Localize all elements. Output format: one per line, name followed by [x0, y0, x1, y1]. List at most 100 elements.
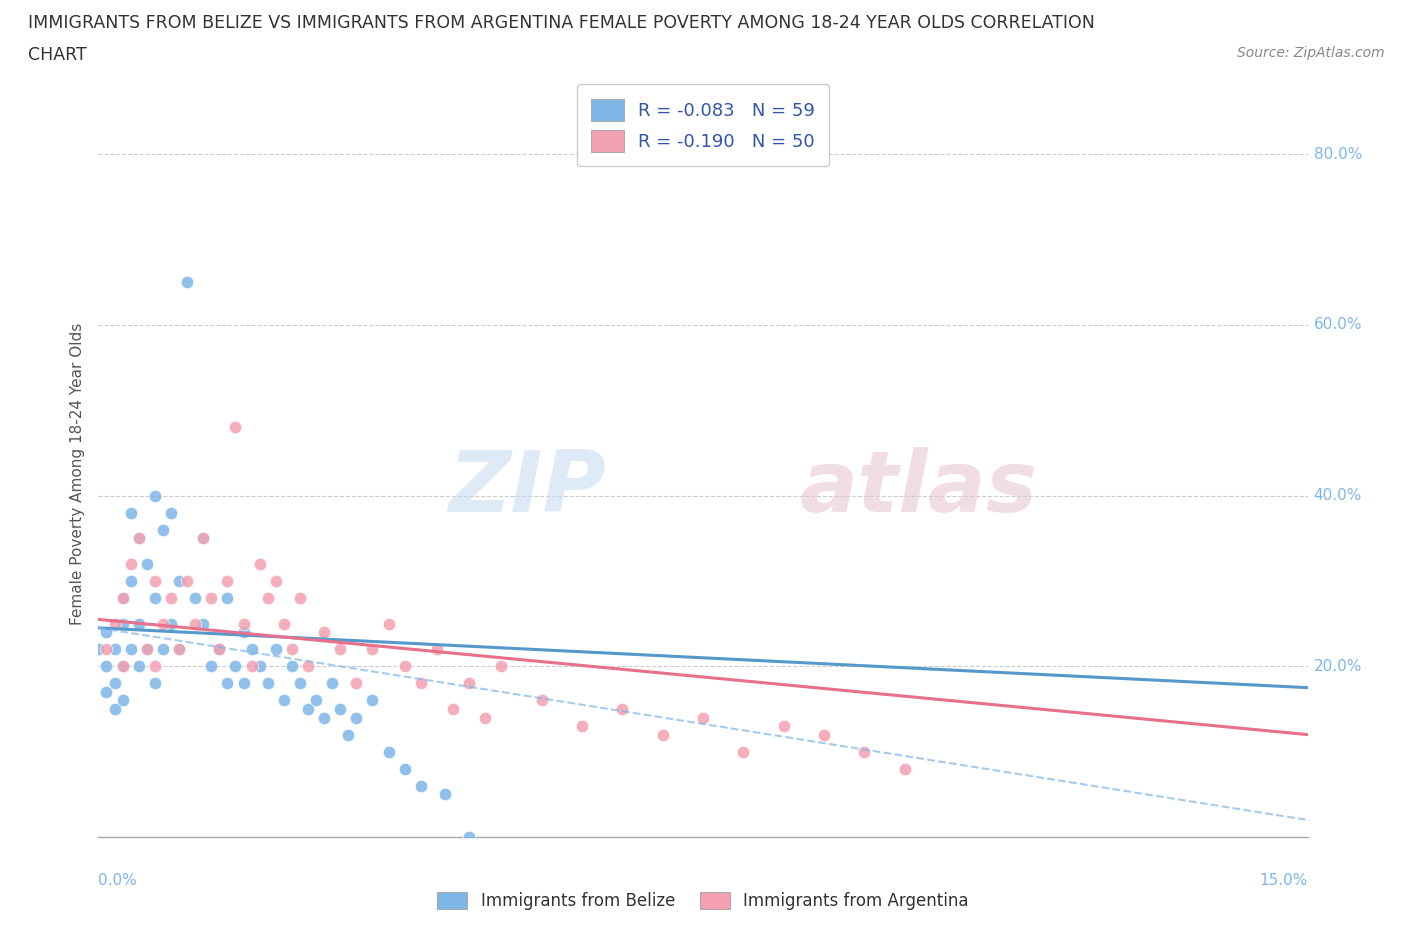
Text: CHART: CHART — [28, 46, 87, 64]
Point — [208, 642, 231, 657]
Point — [344, 711, 367, 725]
Point — [305, 693, 328, 708]
Point — [361, 693, 384, 708]
Point — [87, 642, 110, 657]
Point — [571, 719, 593, 734]
Point — [200, 591, 222, 605]
Point — [128, 531, 150, 546]
Point — [120, 574, 142, 589]
Point — [111, 617, 134, 631]
Point — [273, 617, 295, 631]
Point — [96, 658, 118, 673]
Point — [224, 658, 246, 673]
Point — [288, 591, 311, 605]
Point — [208, 642, 231, 657]
Point — [184, 617, 207, 631]
Point — [184, 591, 207, 605]
Point — [240, 642, 263, 657]
Point — [217, 574, 239, 589]
Point — [224, 420, 246, 435]
Point — [176, 275, 198, 290]
Point — [152, 642, 174, 657]
Point — [193, 531, 215, 546]
Point — [256, 591, 278, 605]
Point — [111, 658, 134, 673]
Point — [458, 676, 481, 691]
Point — [128, 531, 150, 546]
Text: IMMIGRANTS FROM BELIZE VS IMMIGRANTS FROM ARGENTINA FEMALE POVERTY AMONG 18-24 Y: IMMIGRANTS FROM BELIZE VS IMMIGRANTS FRO… — [28, 14, 1095, 32]
Point — [128, 658, 150, 673]
Point — [135, 642, 157, 657]
Point — [143, 658, 166, 673]
Point — [264, 574, 287, 589]
Y-axis label: Female Poverty Among 18-24 Year Olds: Female Poverty Among 18-24 Year Olds — [69, 324, 84, 626]
Point — [344, 676, 367, 691]
Text: 15.0%: 15.0% — [1260, 873, 1308, 888]
Point — [160, 591, 183, 605]
Point — [458, 830, 481, 844]
Text: 40.0%: 40.0% — [1313, 488, 1362, 503]
Point — [329, 701, 352, 716]
Point — [297, 658, 319, 673]
Point — [135, 556, 157, 571]
Point — [813, 727, 835, 742]
Point — [409, 676, 432, 691]
Text: 60.0%: 60.0% — [1313, 317, 1362, 332]
Point — [733, 744, 755, 759]
Point — [321, 676, 343, 691]
Point — [441, 701, 464, 716]
Point — [297, 701, 319, 716]
Point — [314, 711, 336, 725]
Point — [167, 642, 190, 657]
Point — [651, 727, 673, 742]
Point — [337, 727, 360, 742]
Point — [853, 744, 876, 759]
Point — [193, 617, 215, 631]
Point — [120, 642, 142, 657]
Point — [111, 591, 134, 605]
Point — [167, 574, 190, 589]
Point — [111, 658, 134, 673]
Point — [281, 642, 304, 657]
Point — [692, 711, 714, 725]
Point — [232, 625, 254, 640]
Point — [96, 625, 118, 640]
Point — [176, 574, 198, 589]
Point — [120, 556, 142, 571]
Point — [434, 787, 457, 802]
Point — [143, 488, 166, 503]
Point — [217, 591, 239, 605]
Point — [232, 617, 254, 631]
Point — [103, 701, 125, 716]
Point — [530, 693, 553, 708]
Point — [217, 676, 239, 691]
Point — [193, 531, 215, 546]
Point — [143, 676, 166, 691]
Legend: R = -0.083   N = 59, R = -0.190   N = 50: R = -0.083 N = 59, R = -0.190 N = 50 — [576, 85, 830, 166]
Point — [111, 693, 134, 708]
Point — [361, 642, 384, 657]
Point — [264, 642, 287, 657]
Point — [143, 574, 166, 589]
Point — [394, 762, 416, 777]
Point — [143, 591, 166, 605]
Point — [240, 658, 263, 673]
Point — [377, 744, 399, 759]
Point — [612, 701, 634, 716]
Point — [893, 762, 915, 777]
Point — [103, 676, 125, 691]
Point — [474, 711, 496, 725]
Point — [256, 676, 278, 691]
Point — [128, 617, 150, 631]
Point — [111, 591, 134, 605]
Point — [200, 658, 222, 673]
Point — [167, 642, 190, 657]
Point — [135, 642, 157, 657]
Point — [281, 658, 304, 673]
Point — [103, 642, 125, 657]
Text: Source: ZipAtlas.com: Source: ZipAtlas.com — [1237, 46, 1385, 60]
Point — [152, 523, 174, 538]
Point — [96, 642, 118, 657]
Point — [394, 658, 416, 673]
Point — [103, 617, 125, 631]
